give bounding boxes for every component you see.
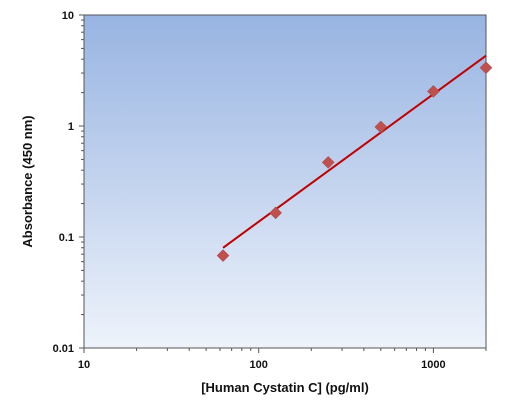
- y-tick-label: 10: [62, 10, 74, 22]
- y-tick-label: 1: [68, 121, 74, 133]
- y-axis-title: Absorbance (450 nm): [20, 115, 35, 247]
- fit-line-layer: [222, 54, 487, 249]
- data-point: [374, 120, 388, 134]
- data-points-layer: [216, 61, 493, 262]
- fit-line: [222, 54, 487, 249]
- plot-border: [83, 14, 487, 349]
- data-point: [479, 61, 493, 75]
- x-axis-title: [Human Cystatin C] (pg/ml): [201, 380, 369, 395]
- data-point: [269, 206, 282, 220]
- data-point: [321, 156, 335, 169]
- data-point: [216, 249, 230, 262]
- x-tick-label: 1000: [421, 359, 445, 371]
- plot-area: [84, 15, 486, 348]
- y-tick-label: 0.1: [59, 232, 74, 244]
- x-tick-label: 100: [250, 359, 268, 371]
- axes: [83, 14, 487, 349]
- data-point: [427, 85, 440, 98]
- ticks: 0.01 0.1 1 10 10 100 1000: [53, 10, 487, 371]
- y-tick-label: 0.01: [53, 343, 74, 355]
- x-tick-label: 10: [78, 359, 90, 371]
